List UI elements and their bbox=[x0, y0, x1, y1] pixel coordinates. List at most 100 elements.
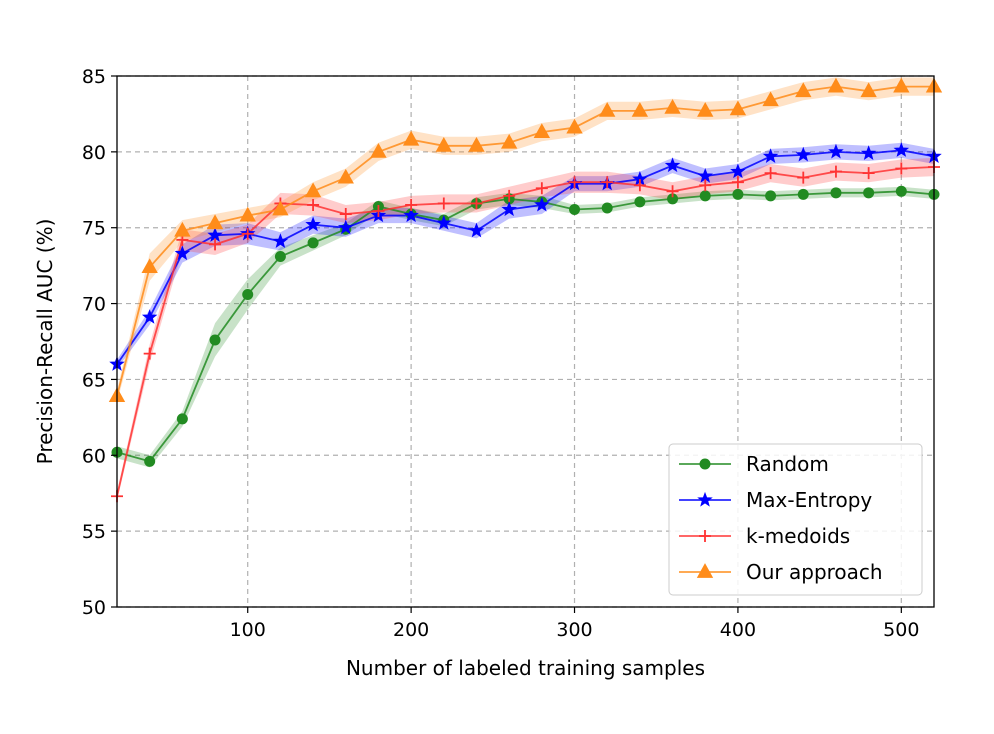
k-medoids-point bbox=[209, 238, 222, 251]
our-approach-point bbox=[697, 102, 714, 117]
random-point bbox=[144, 455, 156, 467]
our-approach-point bbox=[304, 182, 322, 198]
our-approach-point bbox=[566, 118, 583, 134]
legend-random-marker bbox=[699, 458, 711, 470]
random-point bbox=[569, 204, 581, 216]
our-approach-point bbox=[500, 133, 518, 149]
x-tick-label: 400 bbox=[720, 619, 756, 641]
legend-box bbox=[668, 443, 923, 596]
k-medoids-point bbox=[633, 179, 646, 192]
our-approach-point bbox=[860, 82, 877, 98]
random-point bbox=[699, 190, 711, 202]
x-tick-label: 200 bbox=[393, 619, 429, 641]
confidence-bands bbox=[117, 77, 934, 501]
max-entropy-point bbox=[762, 148, 779, 163]
legend-k-medoids-label: k-medoids bbox=[746, 524, 850, 548]
random-point bbox=[601, 202, 613, 214]
k-medoids-point bbox=[535, 182, 548, 195]
our-approach-point bbox=[827, 77, 845, 93]
random-point bbox=[765, 190, 777, 202]
random-point bbox=[830, 187, 842, 199]
y-tick-label: 50 bbox=[82, 597, 106, 619]
max-entropy-line bbox=[116, 149, 935, 365]
y-tick-label: 55 bbox=[82, 521, 106, 543]
our-approach-point bbox=[435, 136, 452, 152]
random-point bbox=[863, 187, 875, 199]
legend-our-approach-label: Our approach bbox=[746, 560, 883, 584]
random-point bbox=[797, 188, 809, 200]
k-medoids-point bbox=[470, 197, 483, 210]
legend-k-medoids-marker bbox=[699, 530, 711, 542]
legend: Random Max-Entropy k-medoids Our approach bbox=[668, 443, 923, 596]
k-medoids-point bbox=[797, 171, 810, 184]
y-tick-label: 70 bbox=[82, 294, 106, 316]
k-medoids-point bbox=[601, 176, 614, 189]
k-medoids-point bbox=[666, 185, 679, 198]
our-approach-point bbox=[206, 214, 224, 230]
our-approach-point bbox=[141, 258, 158, 274]
k-medoids-point bbox=[895, 162, 908, 175]
legend-our-approach-marker bbox=[696, 563, 714, 578]
k-medoids-point bbox=[143, 347, 156, 360]
random-point bbox=[634, 196, 646, 208]
our-approach-point bbox=[370, 143, 387, 158]
our-approach-point bbox=[337, 168, 354, 184]
our-approach-point bbox=[239, 206, 256, 222]
max-entropy-point bbox=[338, 219, 354, 235]
axis-ticks: 100 200 300 400 500 50 55 60 65 70 75 80 85 bbox=[82, 66, 920, 641]
max-entropy-point bbox=[305, 216, 321, 232]
max-entropy-point bbox=[893, 142, 910, 157]
our-approach-point bbox=[893, 77, 910, 93]
max-entropy-point bbox=[174, 245, 191, 261]
legend-max-entropy-marker bbox=[697, 491, 713, 507]
y-tick-label: 65 bbox=[82, 369, 106, 391]
our-approach-point bbox=[533, 123, 551, 139]
our-approach-point bbox=[174, 221, 191, 237]
k-medoids-point bbox=[405, 198, 418, 211]
our-approach-point bbox=[795, 82, 812, 98]
max-entropy-point bbox=[534, 196, 550, 212]
random-point bbox=[732, 188, 744, 200]
k-medoids-point bbox=[568, 176, 581, 189]
k-medoids-point bbox=[862, 167, 875, 180]
max-entropy-point bbox=[697, 167, 713, 183]
random-point bbox=[242, 288, 254, 300]
legend-random-label: Random bbox=[746, 452, 829, 476]
y-tick-label: 60 bbox=[82, 445, 106, 467]
our-approach-point bbox=[599, 102, 616, 117]
k-medoids-point bbox=[699, 179, 712, 192]
x-tick-label: 300 bbox=[556, 619, 592, 641]
k-medoids-point bbox=[241, 227, 254, 240]
max-entropy-point bbox=[730, 163, 746, 179]
k-medoids-point bbox=[829, 165, 842, 178]
max-entropy-point bbox=[272, 233, 289, 248]
max-entropy-point bbox=[664, 157, 681, 173]
max-entropy-point bbox=[141, 309, 158, 324]
random-point bbox=[176, 413, 188, 425]
y-tick-label: 85 bbox=[82, 66, 106, 88]
our-approach-point bbox=[402, 130, 420, 146]
max-entropy-point bbox=[207, 227, 223, 242]
y-axis-label: Precision-Recall AUC (%) bbox=[33, 219, 57, 465]
our-approach-point bbox=[762, 91, 779, 107]
k-medoids-point bbox=[372, 205, 385, 218]
max-entropy-point bbox=[436, 215, 452, 230]
k-medoids-point bbox=[503, 189, 516, 202]
random-point bbox=[895, 185, 907, 197]
our-approach-band bbox=[117, 77, 934, 403]
x-tick-label: 100 bbox=[230, 619, 266, 641]
x-tick-label: 500 bbox=[883, 619, 919, 641]
y-tick-label: 75 bbox=[82, 218, 106, 240]
our-approach-point bbox=[272, 200, 289, 216]
y-tick-label: 80 bbox=[82, 142, 106, 164]
max-entropy-point bbox=[828, 143, 844, 159]
k-medoids-point bbox=[339, 208, 352, 221]
k-medoids-point bbox=[764, 167, 777, 180]
max-entropy-point bbox=[468, 222, 485, 238]
max-entropy-point bbox=[501, 201, 517, 217]
x-axis-label: Number of labeled training samples bbox=[346, 656, 705, 680]
random-point bbox=[209, 334, 221, 346]
legend-max-entropy-label: Max-Entropy bbox=[746, 488, 872, 512]
k-medoids-point bbox=[307, 198, 320, 211]
